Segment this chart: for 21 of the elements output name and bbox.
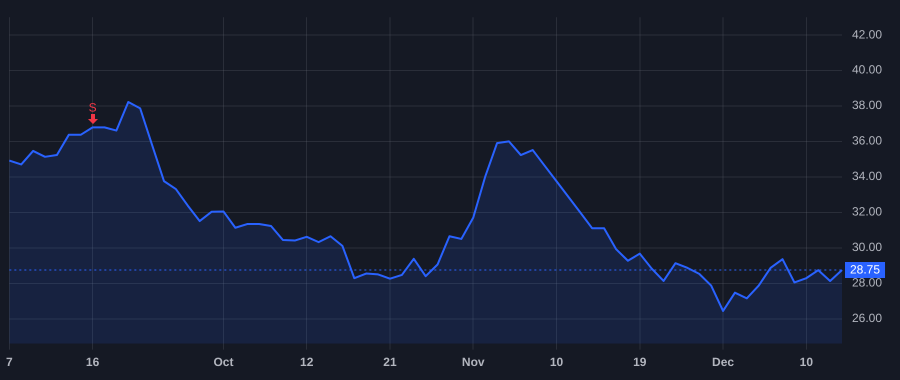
x-tick-label: Oct xyxy=(213,355,234,370)
x-tick-label: 7 xyxy=(6,355,13,370)
y-tick-label: 32.00 xyxy=(852,204,882,219)
x-tick-label: Nov xyxy=(462,355,485,370)
y-tick-label: 42.00 xyxy=(852,27,882,42)
y-tick-label: 34.00 xyxy=(852,169,882,184)
ref-line-label: 28.75 xyxy=(850,262,880,276)
y-tick-label: 26.00 xyxy=(852,311,882,326)
x-tick-label: 10 xyxy=(800,355,814,370)
y-tick-label: 28.00 xyxy=(852,276,882,290)
x-tick-label: 12 xyxy=(300,355,314,370)
y-tick-label: 40.00 xyxy=(852,62,882,77)
x-tick-label: Dec xyxy=(712,355,734,370)
annotation: S xyxy=(88,100,97,114)
x-tick-label: 10 xyxy=(550,355,564,370)
y-tick-label: 36.00 xyxy=(852,134,882,148)
y-tick-label: 38.00 xyxy=(852,98,882,112)
y-tick-label: 30.00 xyxy=(852,240,882,254)
x-tick-label: 16 xyxy=(86,355,100,370)
x-tick-label: 21 xyxy=(383,355,397,370)
x-tick-label: 19 xyxy=(633,355,647,370)
